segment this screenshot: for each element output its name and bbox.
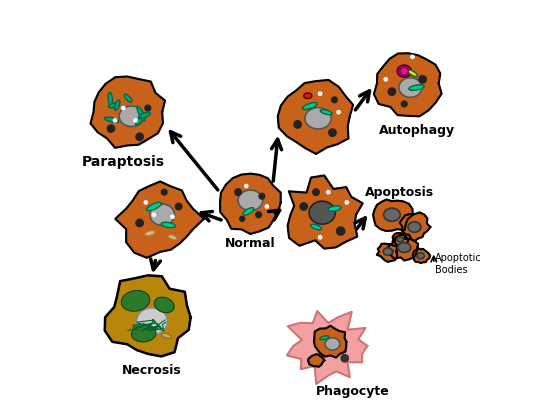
Ellipse shape — [409, 85, 424, 90]
Ellipse shape — [146, 202, 162, 211]
Ellipse shape — [309, 201, 336, 224]
Ellipse shape — [397, 237, 404, 242]
Polygon shape — [373, 199, 413, 231]
Ellipse shape — [302, 102, 317, 109]
Ellipse shape — [161, 222, 175, 228]
Ellipse shape — [397, 65, 411, 77]
Ellipse shape — [145, 231, 155, 235]
Polygon shape — [400, 212, 430, 241]
Ellipse shape — [137, 106, 145, 121]
Ellipse shape — [305, 108, 331, 129]
Circle shape — [313, 189, 320, 195]
Circle shape — [294, 121, 301, 128]
Polygon shape — [288, 176, 362, 249]
Circle shape — [402, 101, 407, 107]
Ellipse shape — [108, 93, 112, 106]
Circle shape — [136, 219, 144, 227]
Polygon shape — [388, 235, 418, 261]
Ellipse shape — [383, 208, 400, 221]
Ellipse shape — [131, 325, 156, 342]
Ellipse shape — [417, 253, 424, 259]
Polygon shape — [91, 76, 165, 148]
Circle shape — [332, 97, 337, 103]
Circle shape — [337, 111, 340, 114]
Circle shape — [345, 201, 349, 204]
Circle shape — [329, 129, 336, 136]
Ellipse shape — [408, 70, 417, 76]
Polygon shape — [287, 311, 367, 384]
Polygon shape — [377, 244, 397, 262]
Ellipse shape — [104, 117, 119, 122]
Ellipse shape — [311, 224, 321, 230]
Circle shape — [256, 212, 261, 218]
Ellipse shape — [325, 338, 340, 350]
Polygon shape — [393, 233, 409, 245]
Ellipse shape — [400, 67, 408, 75]
Circle shape — [388, 88, 395, 95]
Circle shape — [300, 203, 307, 210]
Polygon shape — [116, 181, 204, 258]
Ellipse shape — [124, 94, 132, 102]
Polygon shape — [220, 173, 280, 234]
Circle shape — [113, 119, 117, 122]
Ellipse shape — [150, 204, 174, 225]
Ellipse shape — [135, 114, 146, 126]
Circle shape — [134, 119, 137, 122]
Circle shape — [265, 205, 268, 208]
Circle shape — [245, 184, 248, 188]
Circle shape — [259, 193, 265, 199]
Polygon shape — [412, 248, 430, 263]
Circle shape — [145, 105, 151, 111]
Circle shape — [341, 355, 349, 362]
Ellipse shape — [320, 109, 332, 115]
Polygon shape — [278, 80, 353, 154]
Ellipse shape — [121, 290, 150, 311]
Text: Paraptosis: Paraptosis — [82, 155, 164, 169]
Ellipse shape — [243, 208, 254, 215]
Ellipse shape — [155, 297, 174, 313]
Ellipse shape — [304, 93, 312, 99]
Ellipse shape — [399, 78, 422, 97]
Circle shape — [235, 189, 241, 195]
Polygon shape — [314, 326, 346, 358]
Ellipse shape — [139, 112, 150, 118]
Circle shape — [144, 201, 147, 204]
Circle shape — [107, 125, 114, 132]
Polygon shape — [308, 354, 324, 367]
Ellipse shape — [398, 242, 411, 252]
Ellipse shape — [119, 106, 144, 126]
Ellipse shape — [136, 308, 168, 335]
Ellipse shape — [114, 100, 120, 110]
Circle shape — [337, 227, 345, 235]
Polygon shape — [104, 275, 191, 356]
Text: Necrosis: Necrosis — [122, 363, 182, 377]
Text: Normal: Normal — [225, 237, 276, 250]
Circle shape — [318, 236, 322, 239]
Ellipse shape — [161, 333, 171, 338]
Circle shape — [161, 189, 167, 195]
Circle shape — [240, 216, 245, 221]
Text: Apoptotic
Bodies: Apoptotic Bodies — [435, 253, 482, 275]
Text: Apoptosis: Apoptosis — [365, 185, 435, 199]
Ellipse shape — [168, 235, 177, 240]
Circle shape — [384, 78, 387, 81]
Text: Phagocyte: Phagocyte — [316, 385, 390, 398]
Ellipse shape — [383, 248, 393, 255]
Circle shape — [175, 203, 182, 210]
Ellipse shape — [408, 222, 421, 232]
Circle shape — [171, 215, 174, 218]
Circle shape — [318, 92, 322, 95]
Ellipse shape — [328, 206, 341, 211]
Circle shape — [152, 213, 156, 216]
Circle shape — [122, 107, 125, 110]
Circle shape — [136, 133, 144, 140]
Ellipse shape — [109, 103, 119, 108]
Text: Autophagy: Autophagy — [378, 123, 455, 137]
Ellipse shape — [320, 336, 328, 340]
Circle shape — [327, 190, 330, 194]
Ellipse shape — [238, 190, 263, 211]
Circle shape — [419, 76, 426, 83]
Polygon shape — [374, 53, 442, 116]
Circle shape — [411, 55, 414, 58]
